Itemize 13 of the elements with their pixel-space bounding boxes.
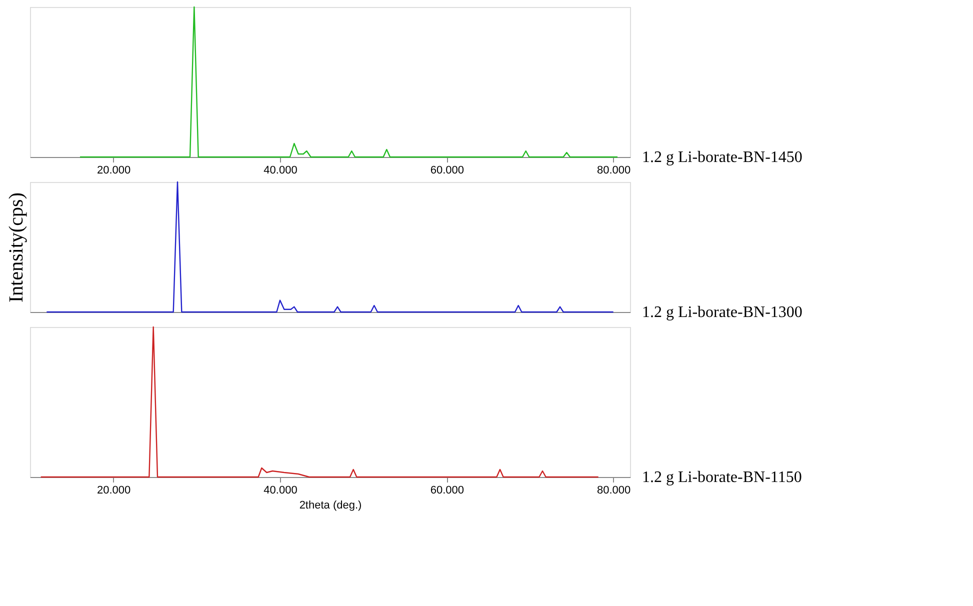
series-label: 1.2 g Li-borate-BN-1450 <box>642 149 802 166</box>
x-tick-label: 40.000 <box>264 164 298 176</box>
series-label: 1.2 g Li-borate-BN-1300 <box>642 304 802 321</box>
x-tick-label: 80.000 <box>597 164 631 176</box>
y-axis-title: Intensity(cps) <box>6 192 28 302</box>
x-tick-label: 60.000 <box>430 484 464 496</box>
x-tick-label: 80.000 <box>597 484 631 496</box>
text: 1.2 g Li-borate-BN-1150 <box>642 469 802 486</box>
x-tick-label: 40.000 <box>264 484 298 496</box>
x-axis-title: 2theta (deg.) <box>299 500 362 512</box>
x-tick-label: 60.000 <box>430 164 464 176</box>
x-tick-label: 20.000 <box>97 484 131 496</box>
x-tick-label: 20.000 <box>97 164 131 176</box>
